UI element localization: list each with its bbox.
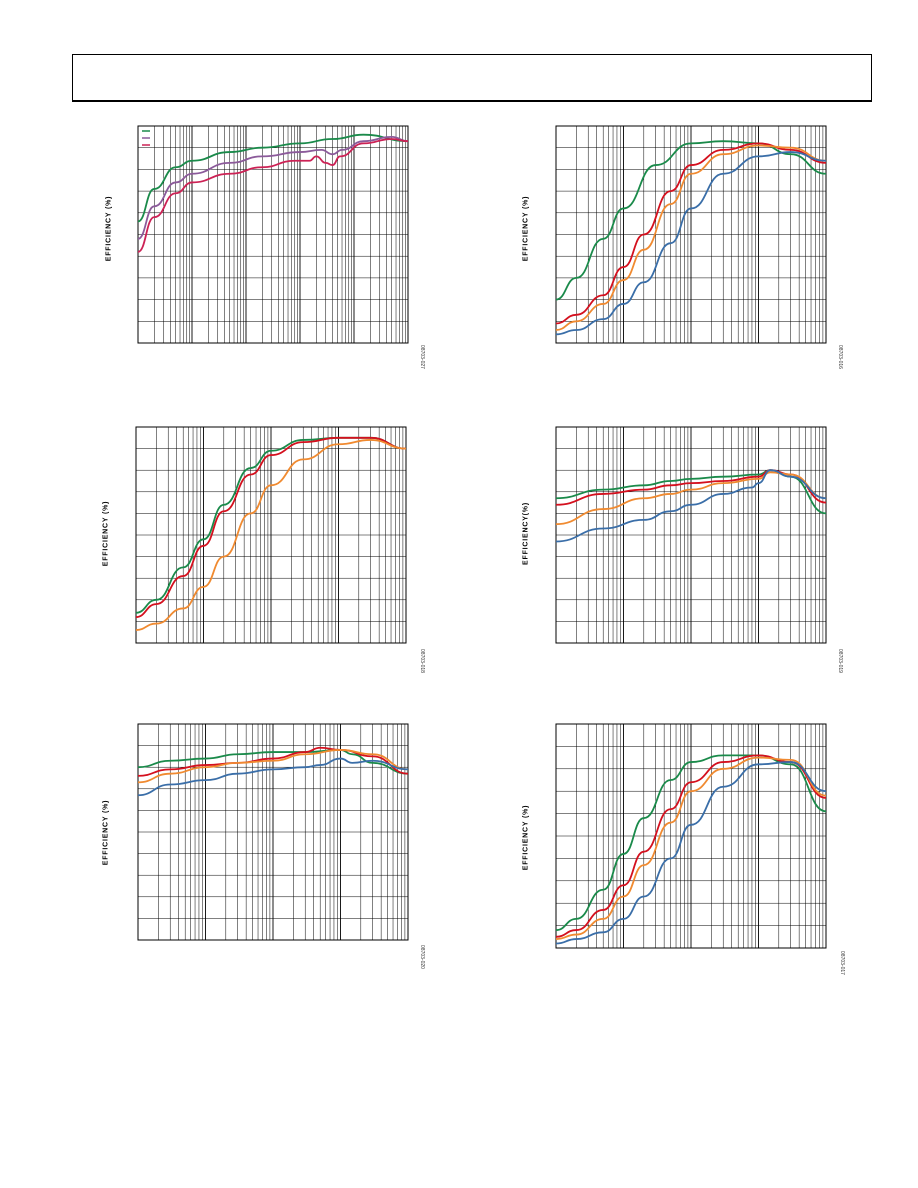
chart-4-grid bbox=[555, 426, 826, 644]
chart-1-series-green bbox=[137, 133, 409, 223]
chart-4-frame bbox=[555, 426, 827, 644]
chart-3-frame bbox=[135, 426, 407, 644]
chart-1-figure-code: 08703-027 bbox=[419, 345, 425, 369]
page-header-box bbox=[72, 54, 872, 102]
chart-3-plot bbox=[135, 426, 407, 644]
chart-2-series-green bbox=[555, 140, 827, 301]
chart-1-plot bbox=[137, 125, 409, 344]
efficiency-chart-2: EFFICIENCY (%) 08703-016 bbox=[518, 118, 858, 388]
efficiency-chart-5: EFFICIENCY (%) 08703-020 bbox=[98, 716, 438, 986]
chart-4-plot bbox=[555, 426, 827, 644]
chart-2-plot bbox=[555, 125, 827, 344]
chart-5-series-red bbox=[137, 746, 409, 777]
efficiency-chart-1: EFFICIENCY (%) 08703-027 bbox=[100, 118, 440, 388]
chart-5-series-green bbox=[137, 749, 409, 775]
chart-2-figure-code: 08703-016 bbox=[837, 345, 843, 369]
chart-6-series-green bbox=[555, 754, 827, 931]
chart-2-grid bbox=[555, 125, 826, 344]
chart-1-grid bbox=[137, 125, 408, 344]
efficiency-chart-4: EFFICIENCY(%) 08703-019 bbox=[518, 420, 858, 690]
chart-1-series-purple bbox=[137, 135, 409, 240]
efficiency-chart-3: EFFICIENCY (%) 08703-018 bbox=[98, 420, 438, 690]
chart-2-series-orange bbox=[555, 144, 827, 331]
chart-3-series-red bbox=[135, 436, 407, 618]
chart-5-plot bbox=[137, 723, 409, 941]
chart-6-series-blue bbox=[555, 761, 827, 945]
chart-2-frame bbox=[555, 125, 827, 344]
efficiency-chart-6: EFFICIENCY (%) 08703-017 bbox=[518, 716, 858, 986]
chart-4-series-red bbox=[555, 469, 827, 506]
chart-6-figure-code: 08703-017 bbox=[839, 951, 845, 975]
chart-6-plot bbox=[555, 723, 827, 949]
chart-5-series-blue bbox=[137, 757, 409, 797]
chart-2-series-red bbox=[555, 142, 827, 325]
chart-6-grid bbox=[555, 723, 826, 949]
chart-6-frame bbox=[555, 723, 827, 949]
chart-5-series-orange bbox=[137, 749, 409, 784]
chart-4-figure-code: 08703-019 bbox=[837, 649, 843, 673]
chart-3-series-orange bbox=[135, 439, 407, 631]
chart-6-series-orange bbox=[555, 756, 827, 940]
chart-3-figure-code: 08703-018 bbox=[419, 649, 425, 673]
chart-5-figure-code: 08703-020 bbox=[419, 945, 425, 969]
chart-1-series-crimson bbox=[137, 138, 409, 253]
chart-2-series-blue bbox=[555, 151, 827, 336]
chart-1-frame bbox=[137, 125, 409, 344]
chart-4-series-blue bbox=[555, 469, 827, 543]
chart-5-frame bbox=[137, 723, 409, 941]
